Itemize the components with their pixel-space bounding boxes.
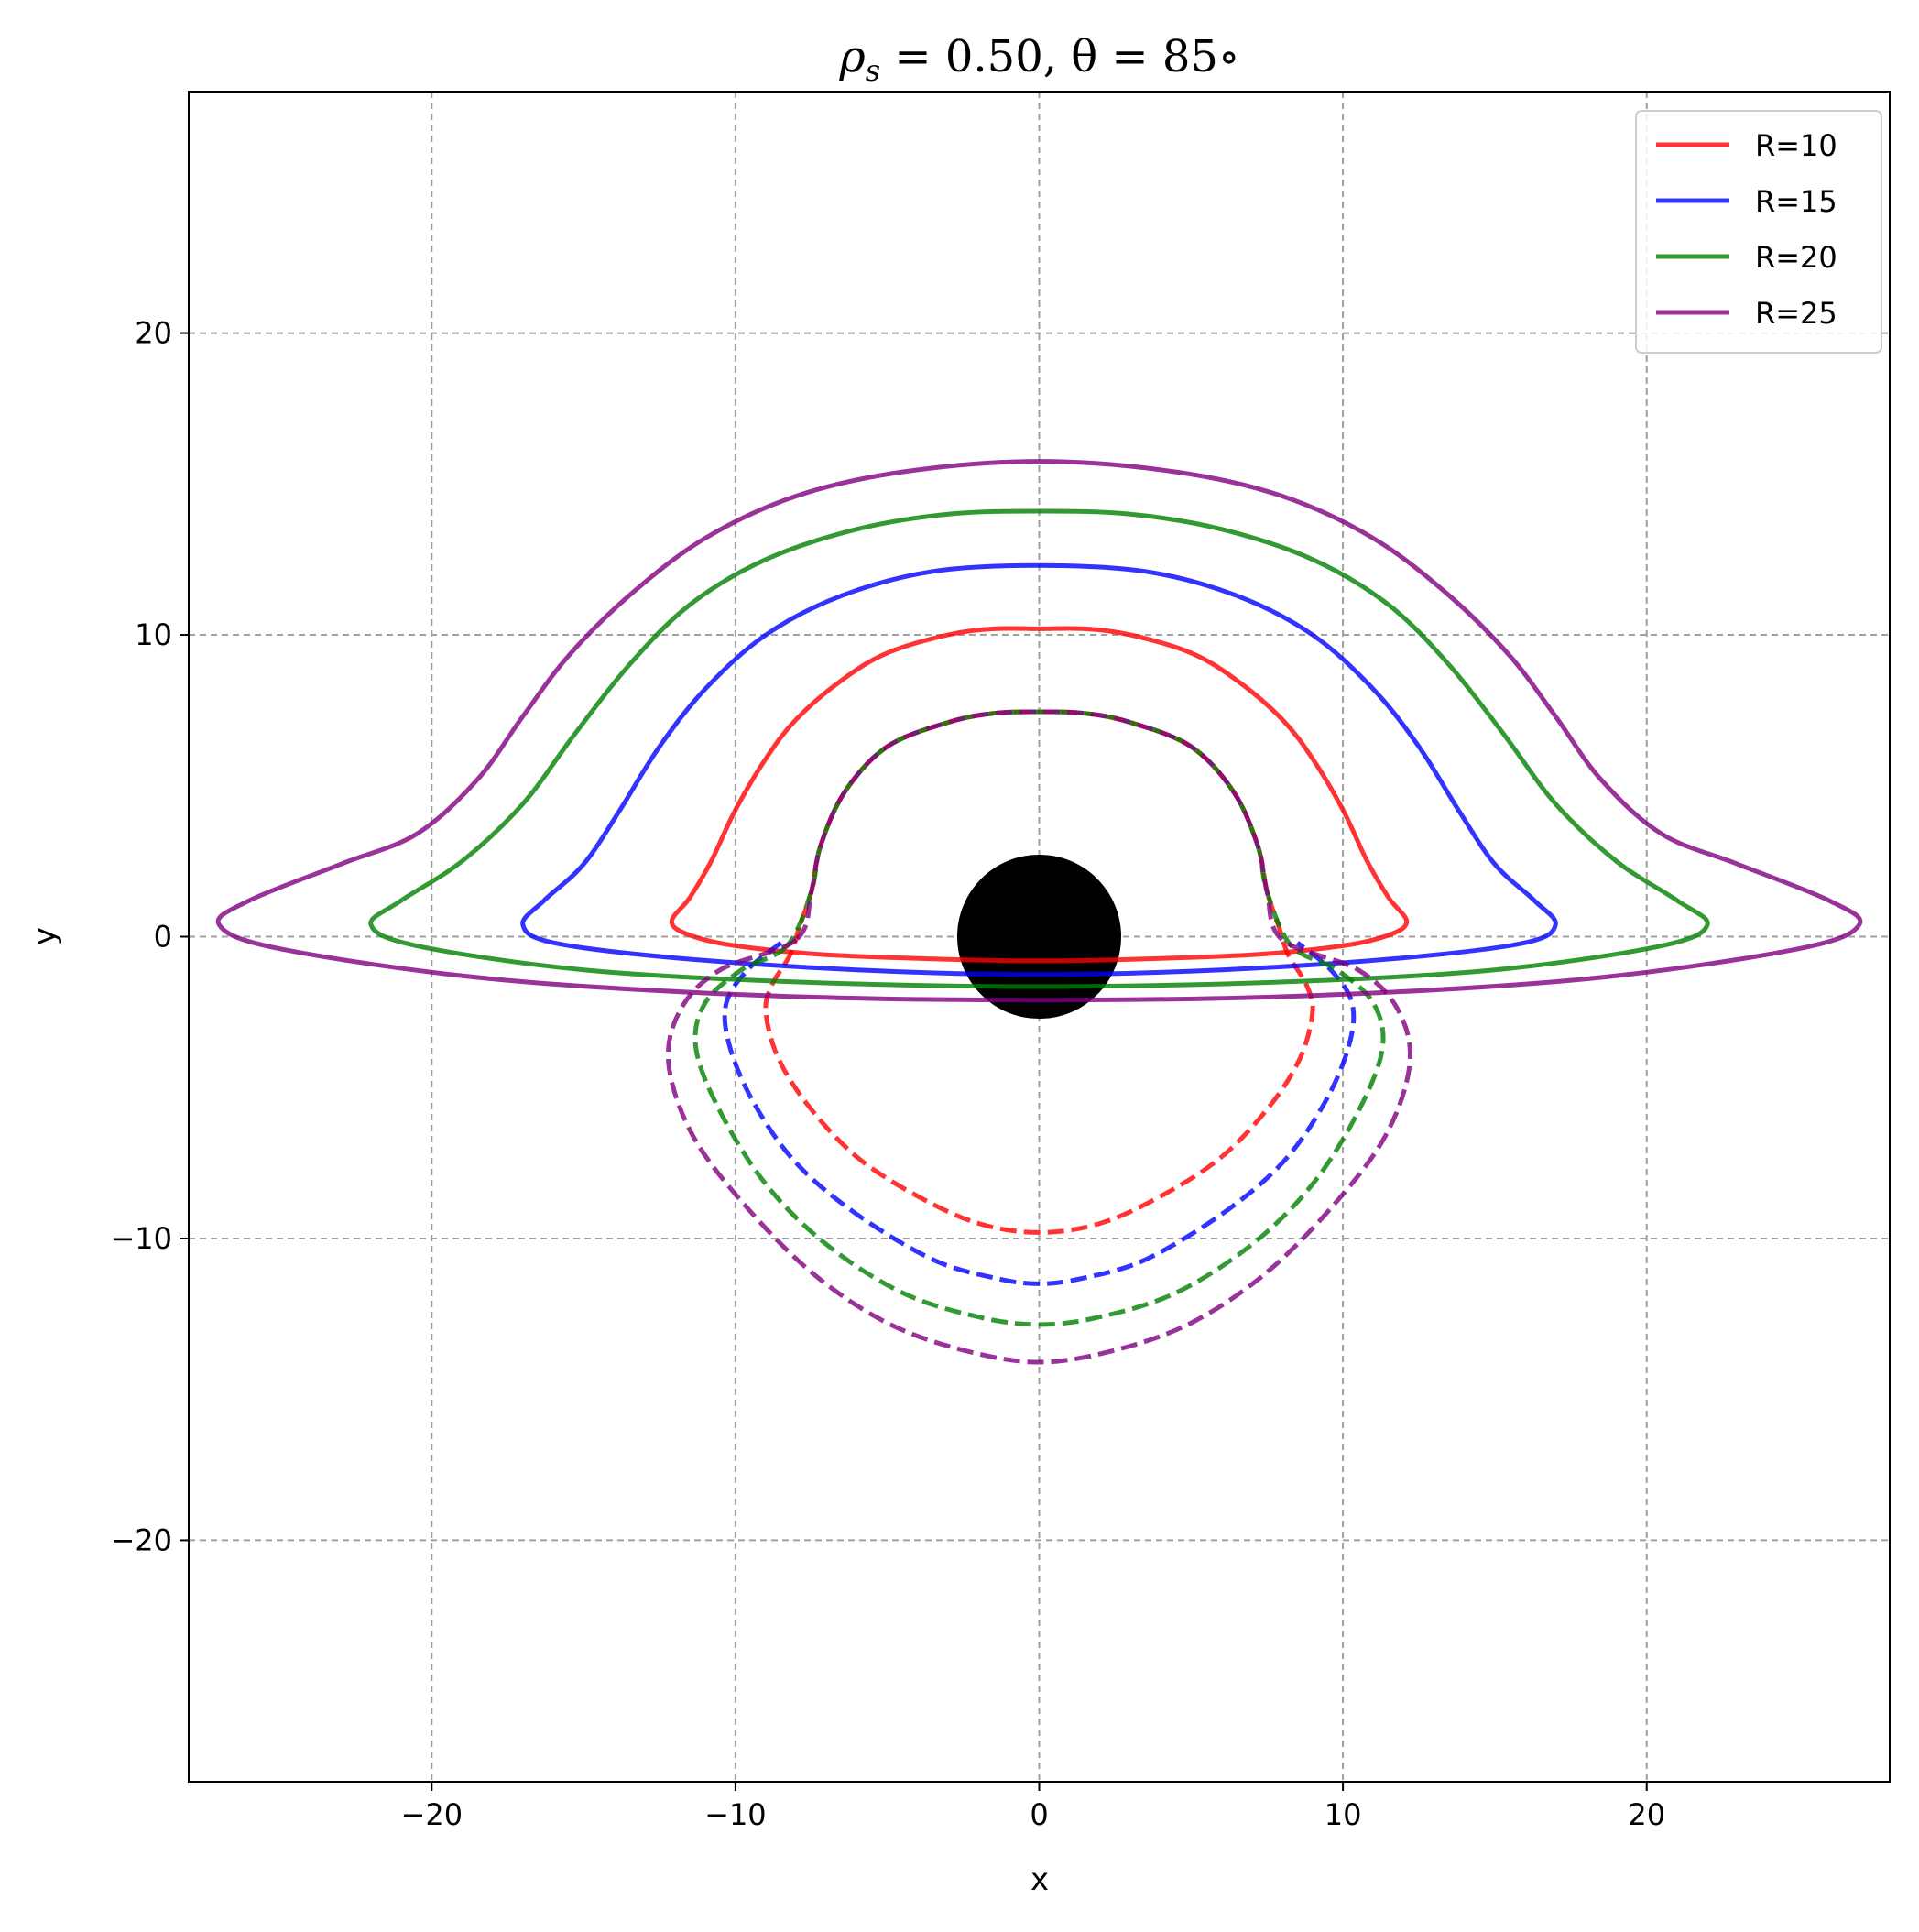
y-tick-label-2: 0	[154, 920, 172, 955]
series-line-r-10-direct	[669, 626, 1410, 964]
ticks: −20 −10 0 10 20 −20 −10 0 10 20	[110, 316, 1665, 1832]
series-layer	[215, 459, 1863, 1365]
central-disk	[956, 854, 1122, 1020]
series-line-r-20-secondary	[692, 709, 1386, 1327]
y-tick-label-3: 10	[135, 617, 172, 652]
y-tick-label-1: −10	[110, 1221, 172, 1256]
x-tick-label-2: 0	[1030, 1797, 1048, 1832]
legend-label-r-20: R=20	[1755, 240, 1837, 275]
legend-box	[1635, 110, 1882, 354]
y-tick-label-4: 20	[135, 316, 172, 351]
y-axis-label: y	[27, 927, 63, 945]
legend-label-r-15: R=15	[1755, 184, 1837, 219]
title-rho: ρ	[838, 31, 865, 82]
y-tick-label-0: −20	[110, 1523, 172, 1557]
x-tick-label-1: −10	[704, 1797, 767, 1832]
x-tick-label-3: 10	[1325, 1797, 1362, 1832]
x-axis-label: x	[1030, 1861, 1049, 1898]
title-rest: = 0.50, θ = 85∘	[880, 31, 1239, 82]
series-line-r-15-secondary	[722, 941, 1357, 1286]
series-line-r-25-direct	[215, 459, 1863, 1003]
series-line-r-25-secondary	[665, 709, 1413, 1365]
legend: R=10 R=15 R=20 R=25	[1635, 110, 1882, 354]
title-sub: s	[866, 53, 880, 88]
x-tick-label-4: 20	[1628, 1797, 1665, 1832]
central-disk-layer	[956, 854, 1122, 1020]
series-line-r-20-direct	[368, 508, 1710, 989]
legend-label-r-25: R=25	[1755, 296, 1837, 331]
x-tick-label-0: −20	[401, 1797, 463, 1832]
chart-title: ρs = 0.50, θ = 85∘	[838, 31, 1239, 88]
legend-label-r-10: R=10	[1755, 128, 1837, 163]
series-line-r-15-direct	[520, 562, 1558, 977]
